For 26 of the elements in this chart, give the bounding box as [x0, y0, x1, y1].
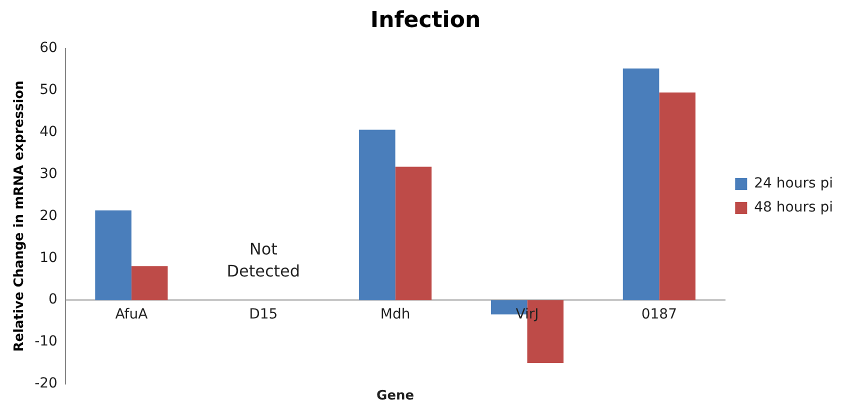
bar [622, 68, 660, 300]
x-tick-label: D15 [249, 306, 278, 323]
bar [395, 166, 432, 300]
y-axis-title: Relative Change in mRNA expression [12, 80, 28, 352]
bar [359, 130, 396, 300]
x-tick-label: 0187 [641, 306, 677, 323]
x-axis-title: Gene [376, 388, 414, 404]
bar [95, 210, 132, 300]
bar [659, 92, 696, 300]
x-tick-label: VirJ [516, 306, 539, 323]
y-tick-label: -10 [34, 334, 58, 350]
y-tick-label: 50 [40, 82, 58, 98]
y-tick-label: 60 [40, 40, 58, 56]
y-tick-label: 30 [40, 166, 58, 182]
y-tick-label: 0 [48, 292, 58, 308]
chart-title: Infection [370, 8, 481, 33]
y-tick-label: 10 [40, 250, 58, 266]
legend-label: 48 hours pi [754, 200, 834, 216]
annotation: Not Detected [226, 239, 300, 280]
bar [131, 266, 168, 300]
y-tick-label: 40 [40, 124, 58, 140]
legend-label: 24 hours pi [754, 176, 834, 192]
x-tick-label: AfuA [115, 306, 148, 323]
y-tick-label: 20 [40, 208, 58, 224]
y-tick-label: -20 [34, 376, 58, 392]
x-tick-label: Mdh [380, 306, 410, 323]
